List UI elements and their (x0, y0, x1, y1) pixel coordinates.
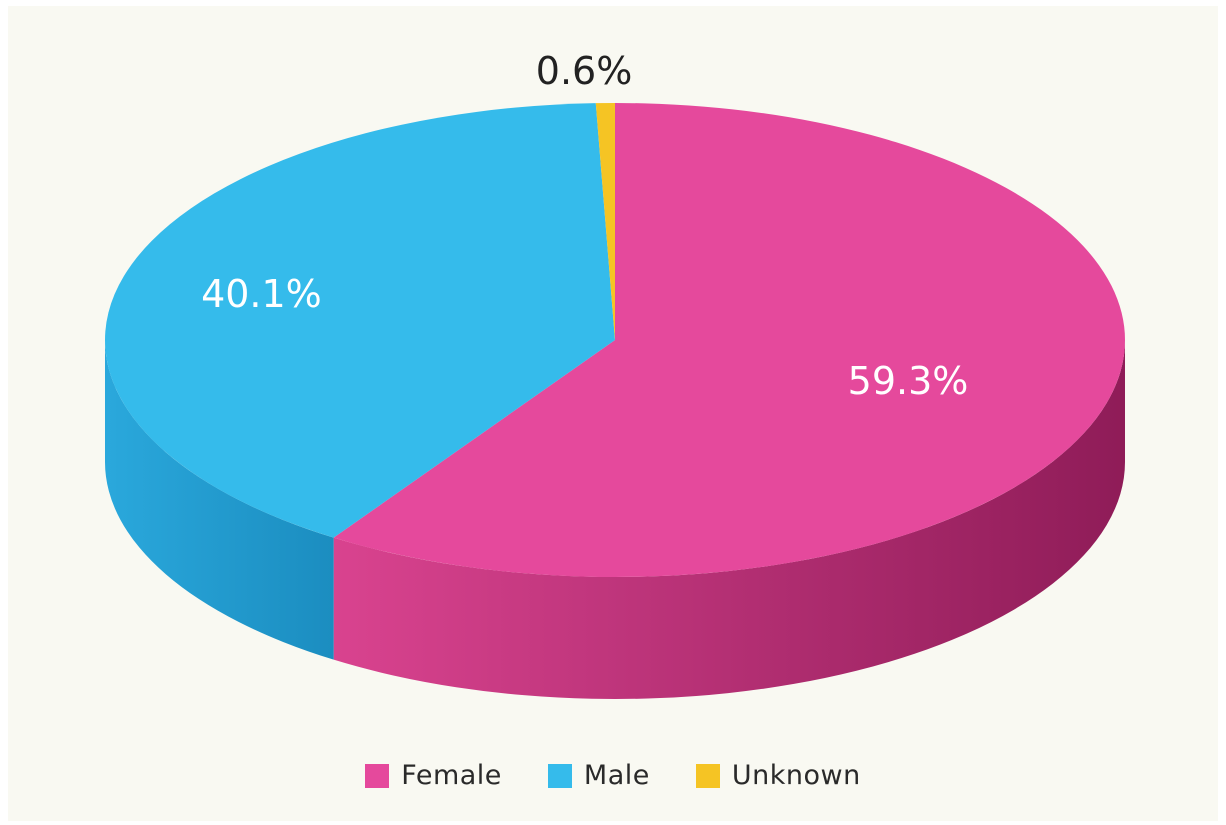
pie-sides (105, 340, 1125, 699)
legend-label-unknown: Unknown (731, 760, 861, 791)
pie-slice-male (105, 103, 615, 538)
legend-swatch-male (547, 763, 572, 788)
pie-tops (105, 103, 1126, 577)
legend-item-unknown: Unknown (695, 760, 861, 791)
pie-side-female (333, 340, 1125, 699)
legend-item-female: Female (365, 760, 502, 791)
legend-swatch-unknown (695, 763, 720, 788)
pie-data-labels: 59.3% 40.1% 0.6% (201, 49, 968, 403)
pie-side-male (105, 340, 334, 660)
pie-slice-female (333, 103, 1126, 577)
pie-chart: 59.3% 40.1% 0.6% (105, 49, 1126, 699)
data-label-unknown: 0.6% (536, 49, 633, 93)
legend-swatch-female (365, 763, 390, 788)
data-label-female: 59.3% (848, 359, 969, 403)
data-label-male: 40.1% (201, 272, 322, 316)
chart-legend: Female Male Unknown (0, 760, 1226, 791)
legend-item-male: Male (547, 760, 650, 791)
legend-label-male: Male (583, 760, 650, 791)
legend-label-female: Female (401, 760, 502, 791)
pie-slice-unknown (595, 103, 615, 340)
